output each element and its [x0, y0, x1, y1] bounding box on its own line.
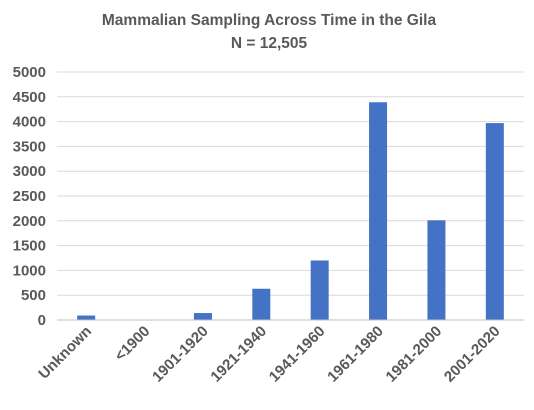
y-tick-label: 4000 [13, 114, 46, 131]
y-tick-label: 500 [21, 287, 46, 304]
bar [252, 288, 271, 320]
y-tick-label: 2500 [13, 188, 46, 205]
y-tick-label: 0 [38, 312, 46, 329]
y-tick-label: 1500 [13, 238, 46, 255]
x-tick-label: 1981-2000 [383, 323, 446, 386]
y-tick-label: 2000 [13, 213, 46, 230]
y-tick-label: 1000 [13, 262, 46, 279]
y-tick-label: 5000 [13, 64, 46, 81]
bar [77, 315, 96, 320]
x-tick-label: 1941-1960 [266, 323, 329, 386]
chart-subtitle: N = 12,505 [231, 35, 308, 52]
gridlines [57, 71, 524, 296]
x-tick-label: 1901-1920 [149, 323, 212, 386]
x-tick-label: <1900 [112, 323, 154, 365]
bar [310, 260, 329, 320]
x-axis-ticks: Unknown <19001901-19201921-19401941-19601… [35, 323, 503, 386]
y-tick-label: 3000 [13, 163, 46, 180]
y-tick-label: 3500 [13, 138, 46, 155]
x-tick-label: 1921-1940 [207, 323, 270, 386]
chart-title: Mammalian Sampling Across Time in the Gi… [102, 12, 437, 29]
bar [369, 102, 388, 320]
y-tick-label: 4500 [13, 89, 46, 106]
bars [77, 102, 504, 321]
x-tick-label: 1961-1980 [324, 323, 387, 386]
bar [485, 123, 504, 320]
bar [193, 313, 212, 320]
bar [427, 220, 446, 320]
x-tick-label: Unknown [35, 323, 95, 383]
y-axis-ticks: 0 500 1000 1500 2000 2500 3000 3500 4000 4500 5000 [13, 64, 46, 329]
x-tick-label: 2001-2020 [441, 323, 504, 386]
